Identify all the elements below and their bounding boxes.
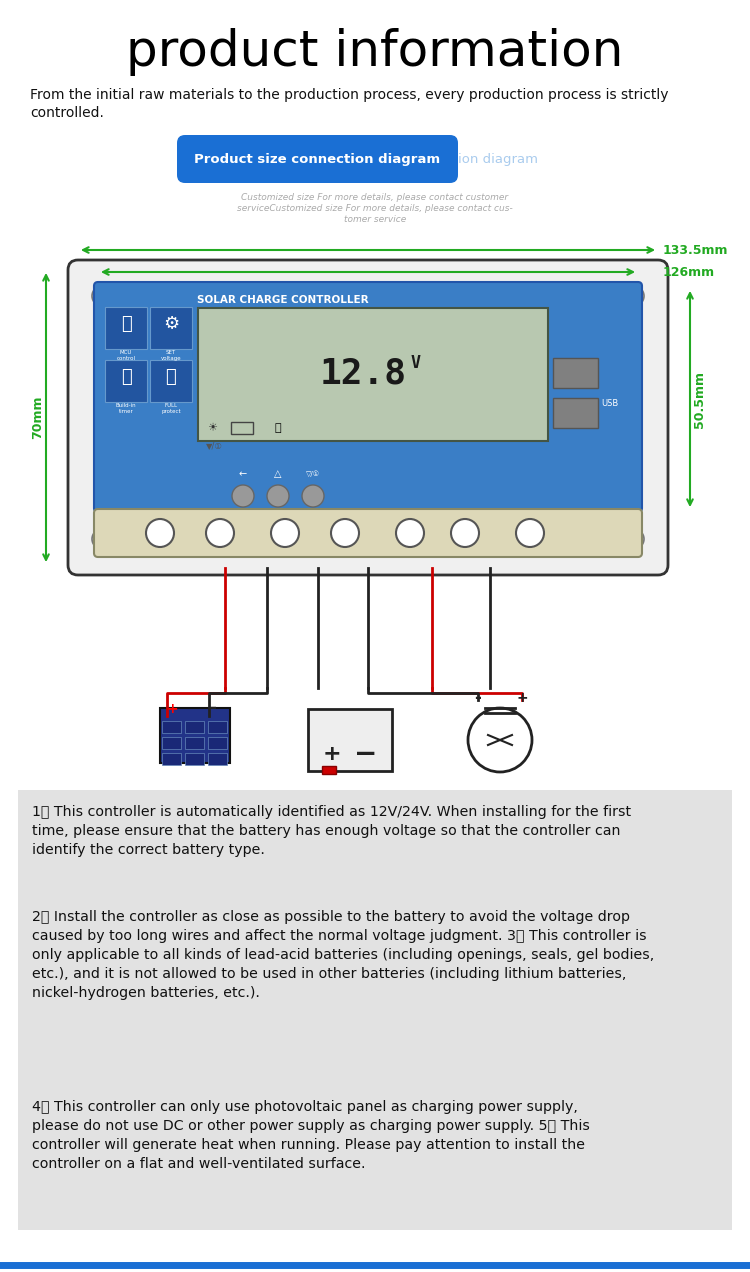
Text: +: + (322, 744, 341, 764)
Ellipse shape (206, 519, 234, 547)
Circle shape (267, 485, 289, 508)
Text: ⚙: ⚙ (163, 315, 179, 333)
Text: 2、 Install the controller as close as possible to the battery to avoid the volta: 2、 Install the controller as close as po… (32, 909, 654, 1000)
FancyBboxPatch shape (177, 135, 458, 183)
Text: 1、 This controller is automatically identified as 12V/24V. When installing for t: 1、 This controller is automatically iden… (32, 805, 632, 857)
Circle shape (624, 529, 644, 550)
Circle shape (624, 286, 644, 307)
FancyBboxPatch shape (68, 259, 668, 575)
FancyBboxPatch shape (150, 307, 192, 349)
Text: 126mm: 126mm (663, 266, 716, 279)
Bar (160, 709, 230, 763)
Text: 133.5mm: 133.5mm (663, 243, 728, 257)
Text: ☀: ☀ (207, 424, 217, 432)
Text: ←: ← (239, 469, 247, 480)
Ellipse shape (271, 519, 299, 547)
Bar (208, 721, 227, 733)
Bar (231, 422, 253, 434)
Text: 50.5mm: 50.5mm (694, 370, 706, 427)
Bar (185, 753, 204, 764)
Text: ▽/①: ▽/① (306, 471, 320, 477)
FancyBboxPatch shape (150, 360, 192, 402)
Text: Customized size For more details, please contact customer
serviceCustomized size: Customized size For more details, please… (237, 193, 513, 224)
Bar (553, 357, 598, 388)
FancyBboxPatch shape (94, 282, 642, 513)
Text: Product size connection diagram: Product size connection diagram (194, 153, 440, 165)
Circle shape (92, 286, 112, 307)
Circle shape (232, 485, 254, 508)
Circle shape (302, 485, 324, 508)
Ellipse shape (331, 519, 359, 547)
Bar (162, 753, 181, 764)
Text: ion diagram: ion diagram (458, 153, 538, 165)
Bar (162, 721, 181, 733)
Text: +: + (167, 702, 178, 716)
Text: Build-in
timer: Build-in timer (116, 403, 136, 413)
Text: USB: USB (601, 398, 618, 407)
Bar (308, 709, 392, 771)
FancyBboxPatch shape (105, 307, 147, 349)
Text: 🕐: 🕐 (121, 368, 131, 385)
Bar (208, 753, 227, 764)
Text: 🔒: 🔒 (166, 368, 176, 385)
Text: +: + (516, 691, 528, 705)
Text: -: - (475, 689, 482, 707)
Text: From the initial raw materials to the production process, every production proce: From the initial raw materials to the pr… (30, 88, 668, 121)
Text: −: − (354, 740, 377, 768)
Text: 4、 This controller can only use photovoltaic panel as charging power supply,
ple: 4、 This controller can only use photovol… (32, 1100, 590, 1170)
Text: ▼/①: ▼/① (206, 441, 223, 450)
Text: 12.8: 12.8 (320, 356, 407, 391)
Bar (198, 308, 548, 441)
Circle shape (92, 529, 112, 550)
Text: SOLAR CHARGE CONTROLLER: SOLAR CHARGE CONTROLLER (197, 295, 369, 305)
Bar (162, 736, 181, 749)
Ellipse shape (516, 519, 544, 547)
Text: -: - (209, 700, 216, 717)
Text: FULL
protect: FULL protect (161, 403, 181, 413)
FancyBboxPatch shape (105, 360, 147, 402)
Text: 70mm: 70mm (32, 396, 44, 439)
Bar (185, 721, 204, 733)
Bar (185, 736, 204, 749)
Ellipse shape (451, 519, 479, 547)
Text: SET
voltage: SET voltage (160, 350, 182, 361)
Text: product information: product information (126, 28, 624, 76)
Bar (208, 736, 227, 749)
Text: ⬛: ⬛ (121, 315, 131, 333)
Bar (322, 766, 336, 773)
Text: △: △ (274, 469, 282, 480)
Bar (553, 398, 598, 427)
Bar (18, 790, 732, 1230)
Ellipse shape (146, 519, 174, 547)
Text: MCU
control: MCU control (116, 350, 136, 361)
Text: V: V (411, 354, 421, 371)
Ellipse shape (396, 519, 424, 547)
FancyBboxPatch shape (94, 509, 642, 557)
Text: 💡: 💡 (274, 424, 281, 432)
